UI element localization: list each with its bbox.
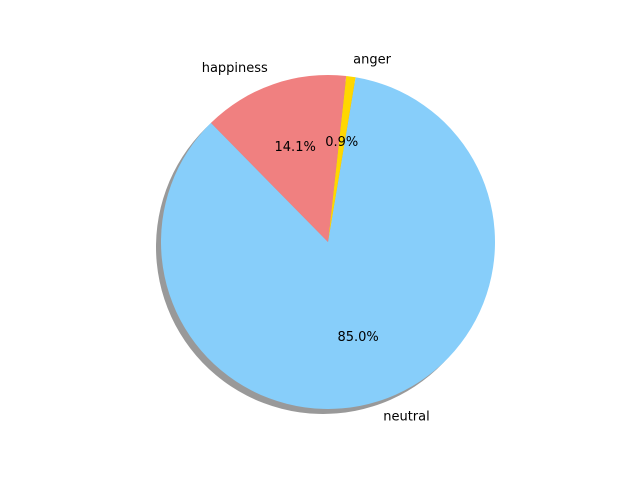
label-anger: anger [353, 53, 391, 68]
label-happiness: happiness [202, 61, 268, 76]
percent-neutral: 85.0% [337, 330, 378, 345]
percent-anger: 0.9% [325, 135, 358, 150]
wedge-neutral [161, 77, 496, 409]
pie-labels: neutral 85.0% anger 0.9% happiness 14.1% [202, 53, 430, 425]
wedge-anger [328, 75, 356, 243]
label-neutral: neutral [383, 410, 430, 425]
wedge-happiness [210, 75, 347, 242]
percent-happiness: 14.1% [275, 140, 316, 155]
pie-wedges [161, 75, 496, 409]
